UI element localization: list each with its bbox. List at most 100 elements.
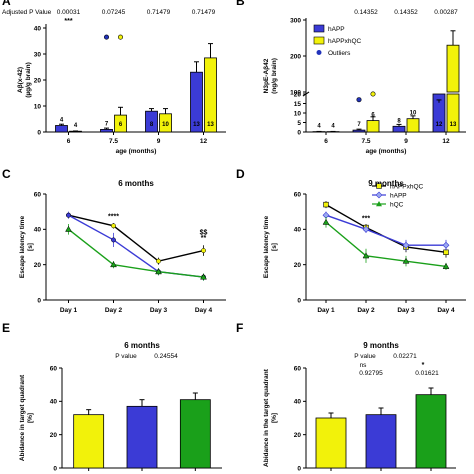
p-value: 0.02271	[393, 353, 417, 360]
y-tick-label: 0	[297, 465, 301, 472]
y-tick-label: 40	[294, 399, 302, 406]
y-axis-label-line1: Escape latency time	[19, 216, 26, 279]
y-axis-label-line2: [s]	[271, 243, 278, 251]
x-tick-label: Day 4	[437, 307, 455, 314]
bar-a	[204, 57, 217, 133]
data-point	[110, 261, 117, 268]
outlier-point-a	[118, 34, 124, 40]
y-axis-label: Abidance in target quadrant[%]	[19, 374, 34, 461]
bar-count-a: 13	[193, 122, 200, 128]
data-point	[362, 252, 370, 259]
y-axis-label-line1: Escape latency time	[263, 216, 270, 279]
series-line	[325, 221, 447, 268]
significance-annotation: $$	[200, 230, 208, 237]
bar	[126, 405, 158, 469]
bar-count-b: 13	[450, 122, 457, 128]
x-tick-label: Day 4	[195, 307, 213, 314]
bar-count-a: 7	[105, 121, 109, 127]
y-tick-label-b: 100	[290, 89, 301, 96]
bar-count-a: 8	[150, 122, 154, 128]
panel-f-chart: 9 months P value 0.02271 0 20 40 60 Abidance in…	[263, 341, 456, 472]
y-axis-label-line1: Abidance in target quadrant	[19, 374, 26, 461]
pairwise-p-value: 0.01621	[415, 370, 439, 377]
y-tick-label-b: 200	[290, 53, 301, 60]
pairwise-p-value: 0.92795	[359, 370, 383, 377]
p-value-a: 0.07245	[102, 9, 126, 16]
x-axis-label-a: age (months)	[116, 148, 157, 155]
bar-count-a: 10	[162, 122, 169, 128]
panel-a-chart: 0.00031 *** 0.07245 0.71479 0.71479 0 10 20 30 40…	[17, 9, 226, 155]
series-line	[68, 214, 204, 262]
data-point	[322, 218, 330, 225]
y-tick-label-b: 10	[294, 110, 302, 117]
y-tick-label: 0	[53, 465, 57, 472]
bar-count-b: 8	[397, 118, 401, 124]
pairwise-significance: ns	[360, 362, 368, 369]
bar-lower-b	[446, 93, 460, 133]
y-axis-label: Escape latency time[s]	[263, 216, 278, 279]
chart-title: 9 months	[368, 179, 404, 188]
y-tick-label: 20	[294, 262, 302, 269]
y-tick-label-a: 30	[34, 51, 42, 58]
chart-title: 6 months	[124, 341, 160, 350]
significance-annotation: ****	[108, 214, 119, 221]
p-value: 0.24554	[154, 353, 178, 360]
legend-label: hQC	[390, 201, 404, 208]
panel-c-chart: 6 months 0 20 40 60 Day 1 Day 2 Day 3 Day 4 Escap…	[19, 179, 226, 314]
y-axis-label-line1: Abidance in the target quadrant	[263, 368, 270, 467]
x-tick-label-b: 6	[324, 138, 328, 145]
x-tick-label-b: 9	[404, 138, 408, 145]
x-tick-label-b: 12	[442, 138, 450, 145]
legend-label: hAPPxhQC	[390, 183, 424, 190]
x-tick-label-a: 12	[200, 138, 208, 145]
panel-e-chart: 6 months P value 0.24554 0 20 40 60 Abidance in…	[19, 341, 222, 472]
p-value-label: P value	[115, 353, 137, 360]
legend-label: hAPP	[390, 192, 407, 199]
bar-count-b: 12	[436, 122, 443, 128]
x-axis-label-b: age (months)	[366, 148, 407, 155]
pairwise-significance: *	[422, 362, 425, 369]
y-tick-label-b: 5	[297, 120, 301, 127]
p-value-a: 0.00031	[57, 9, 81, 16]
bar-b	[352, 129, 366, 133]
data-point	[442, 241, 450, 249]
bar-b	[446, 44, 460, 93]
bar-count-b: 4	[331, 124, 335, 130]
data-point	[111, 223, 116, 229]
bar-count-a: 4	[74, 123, 78, 129]
y-axis-label-line2: [%]	[271, 413, 278, 423]
y-axis-label: Abidance in the target quadrant[%]	[263, 368, 278, 467]
data-point	[402, 257, 410, 264]
significance-stars-a: ***	[64, 18, 72, 25]
outlier-point-a	[104, 34, 110, 40]
p-value-a: 0.71479	[147, 9, 171, 16]
legend-marker	[375, 191, 383, 199]
y-axis-label-b-line1: N3pE-Aβ42	[263, 58, 270, 93]
y-axis-label-a-line2: (µg/g brain)	[25, 62, 32, 98]
adjusted-p-label: Adjusted P Value	[2, 9, 52, 16]
data-point	[66, 212, 71, 218]
data-point	[362, 225, 370, 233]
bar	[415, 394, 447, 469]
x-tick-label-a: 9	[157, 138, 161, 145]
bar	[365, 414, 397, 469]
bar-a	[55, 125, 68, 133]
data-point	[111, 237, 116, 243]
y-axis-label-b: N3pE-Aβ42(ng/g brain)	[263, 58, 278, 94]
data-point	[201, 248, 206, 253]
p-value-label: P value	[354, 353, 376, 360]
legend-marker	[376, 183, 382, 189]
x-tick-label: Day 1	[317, 307, 335, 314]
y-tick-label: 0	[297, 297, 301, 304]
p-value-a: 0.71479	[192, 9, 216, 16]
y-tick-label: 40	[50, 399, 58, 406]
panel-letter-d: D	[236, 167, 245, 181]
y-tick-label: 20	[34, 262, 42, 269]
bar-b	[392, 125, 406, 133]
y-tick-label-b: 0	[297, 129, 301, 136]
y-tick-label: 20	[50, 432, 58, 439]
p-value-b: 0.14352	[354, 9, 378, 16]
series-line	[325, 214, 446, 246]
x-tick-label-a: 7.5	[109, 138, 118, 145]
